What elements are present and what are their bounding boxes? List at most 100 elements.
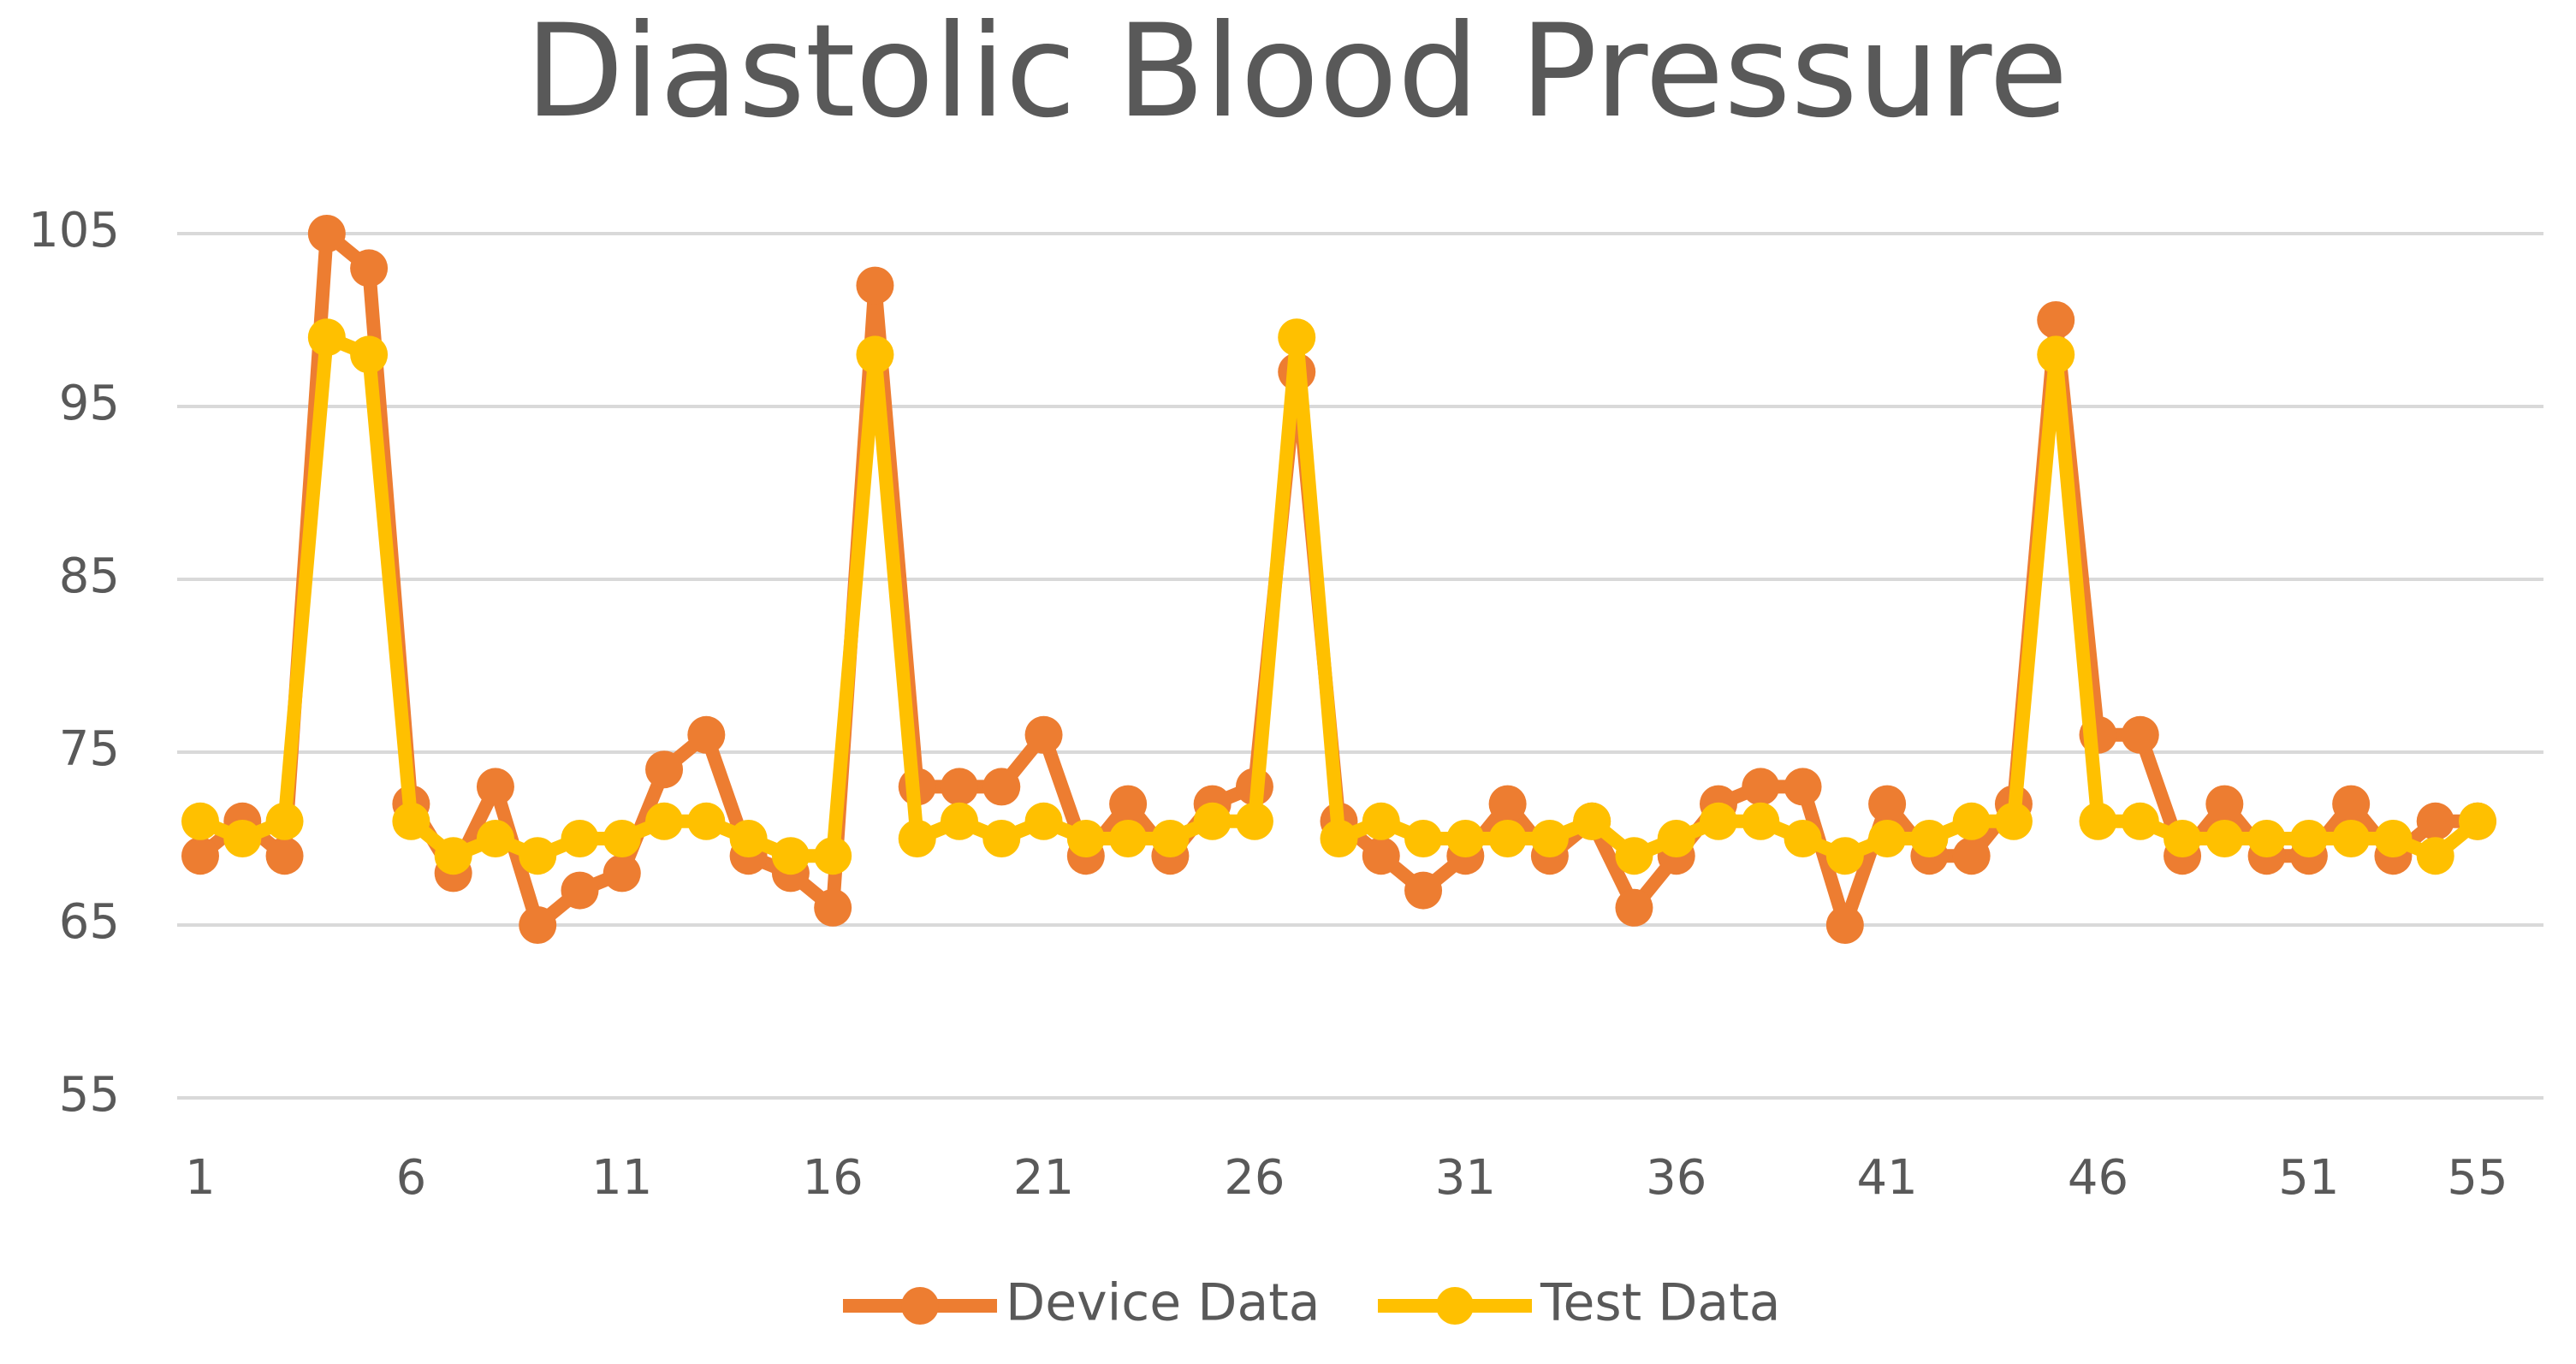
data-point bbox=[814, 888, 852, 927]
data-point bbox=[1573, 802, 1611, 840]
data-point bbox=[181, 802, 219, 840]
x-tick-label: 41 bbox=[1856, 1150, 1917, 1206]
data-point bbox=[1109, 820, 1148, 857]
data-point bbox=[1235, 802, 1273, 840]
data-point bbox=[2163, 820, 2202, 857]
data-point bbox=[1825, 906, 1864, 944]
x-tick-label: 16 bbox=[803, 1150, 864, 1206]
data-point bbox=[2416, 837, 2454, 875]
x-tick-label: 55 bbox=[2447, 1150, 2508, 1206]
data-point bbox=[1362, 802, 1400, 840]
data-point bbox=[1404, 820, 1443, 857]
data-point bbox=[1910, 820, 1949, 857]
x-tick-label: 26 bbox=[1224, 1150, 1285, 1206]
data-point bbox=[519, 837, 557, 875]
data-point bbox=[1868, 820, 1907, 857]
legend-marker bbox=[901, 1287, 939, 1325]
data-point bbox=[350, 249, 389, 288]
data-point bbox=[941, 802, 978, 840]
data-point bbox=[1488, 785, 1527, 823]
data-point bbox=[602, 854, 641, 893]
data-point bbox=[729, 820, 768, 857]
legend-label: Test Data bbox=[1540, 1273, 1781, 1333]
data-point bbox=[1868, 785, 1907, 823]
data-point bbox=[1742, 802, 1780, 840]
data-point bbox=[307, 215, 346, 252]
y-tick-label: 65 bbox=[59, 894, 120, 950]
data-point bbox=[1700, 802, 1737, 840]
data-point bbox=[434, 837, 472, 875]
data-point bbox=[1278, 318, 1316, 357]
data-point bbox=[2459, 802, 2496, 840]
data-point bbox=[2121, 715, 2159, 754]
data-point bbox=[645, 802, 684, 840]
data-point bbox=[2289, 820, 2328, 857]
x-tick-label: 31 bbox=[1435, 1150, 1496, 1206]
data-point bbox=[1994, 802, 2033, 840]
data-point bbox=[1784, 768, 1822, 806]
data-point bbox=[1657, 820, 1695, 857]
data-point bbox=[476, 768, 514, 806]
data-point bbox=[982, 820, 1021, 857]
y-tick-label: 95 bbox=[59, 376, 120, 431]
x-tick-label: 46 bbox=[2068, 1150, 2128, 1206]
data-point bbox=[2374, 820, 2413, 857]
data-point bbox=[1530, 820, 1569, 857]
data-point bbox=[519, 906, 557, 944]
data-point bbox=[1952, 837, 1991, 875]
data-point bbox=[898, 820, 936, 857]
data-point bbox=[941, 768, 978, 806]
data-point bbox=[1066, 820, 1105, 857]
data-point bbox=[307, 318, 346, 357]
data-point bbox=[223, 820, 262, 857]
data-point bbox=[2205, 785, 2244, 823]
data-point bbox=[687, 802, 726, 840]
data-point bbox=[1825, 837, 1864, 875]
chart-title: Diastolic Blood Pressure bbox=[525, 0, 2069, 146]
data-point bbox=[1952, 802, 1991, 840]
data-point bbox=[2332, 820, 2371, 857]
x-tick-label: 6 bbox=[396, 1150, 427, 1206]
x-tick-label: 11 bbox=[591, 1150, 652, 1206]
data-point bbox=[265, 802, 304, 840]
data-point bbox=[1446, 820, 1485, 857]
data-point bbox=[1024, 802, 1063, 840]
data-point bbox=[1362, 837, 1400, 875]
data-point bbox=[1024, 715, 1063, 754]
y-tick-label: 55 bbox=[59, 1067, 120, 1123]
data-point bbox=[181, 837, 219, 875]
x-tick-label: 36 bbox=[1646, 1150, 1706, 1206]
data-point bbox=[982, 768, 1021, 806]
data-point bbox=[771, 837, 810, 875]
data-point bbox=[2332, 785, 2371, 823]
data-point bbox=[2416, 802, 2454, 840]
data-point bbox=[561, 871, 599, 910]
data-point bbox=[1320, 820, 1358, 857]
data-point bbox=[1615, 888, 1653, 927]
data-point bbox=[2247, 820, 2286, 857]
data-point bbox=[561, 820, 599, 857]
data-point bbox=[602, 820, 641, 857]
data-point bbox=[1784, 820, 1822, 857]
data-point bbox=[1742, 768, 1780, 806]
data-point bbox=[856, 266, 894, 305]
y-tick-label: 75 bbox=[59, 721, 120, 777]
data-point bbox=[1488, 820, 1527, 857]
series-line bbox=[197, 330, 2483, 863]
data-point bbox=[814, 837, 852, 875]
data-point bbox=[1404, 871, 1443, 910]
data-point bbox=[687, 715, 726, 754]
legend-marker bbox=[1436, 1287, 1474, 1325]
x-tick-label: 1 bbox=[185, 1150, 216, 1206]
x-tick-label: 21 bbox=[1013, 1150, 1074, 1206]
data-point bbox=[2121, 802, 2159, 840]
data-point bbox=[1193, 802, 1232, 840]
data-point bbox=[350, 335, 389, 374]
data-point bbox=[1151, 820, 1190, 857]
data-point bbox=[2037, 335, 2075, 374]
legend-label: Device Data bbox=[1006, 1273, 1321, 1333]
y-tick-label: 85 bbox=[59, 549, 120, 604]
data-point bbox=[1109, 785, 1148, 823]
